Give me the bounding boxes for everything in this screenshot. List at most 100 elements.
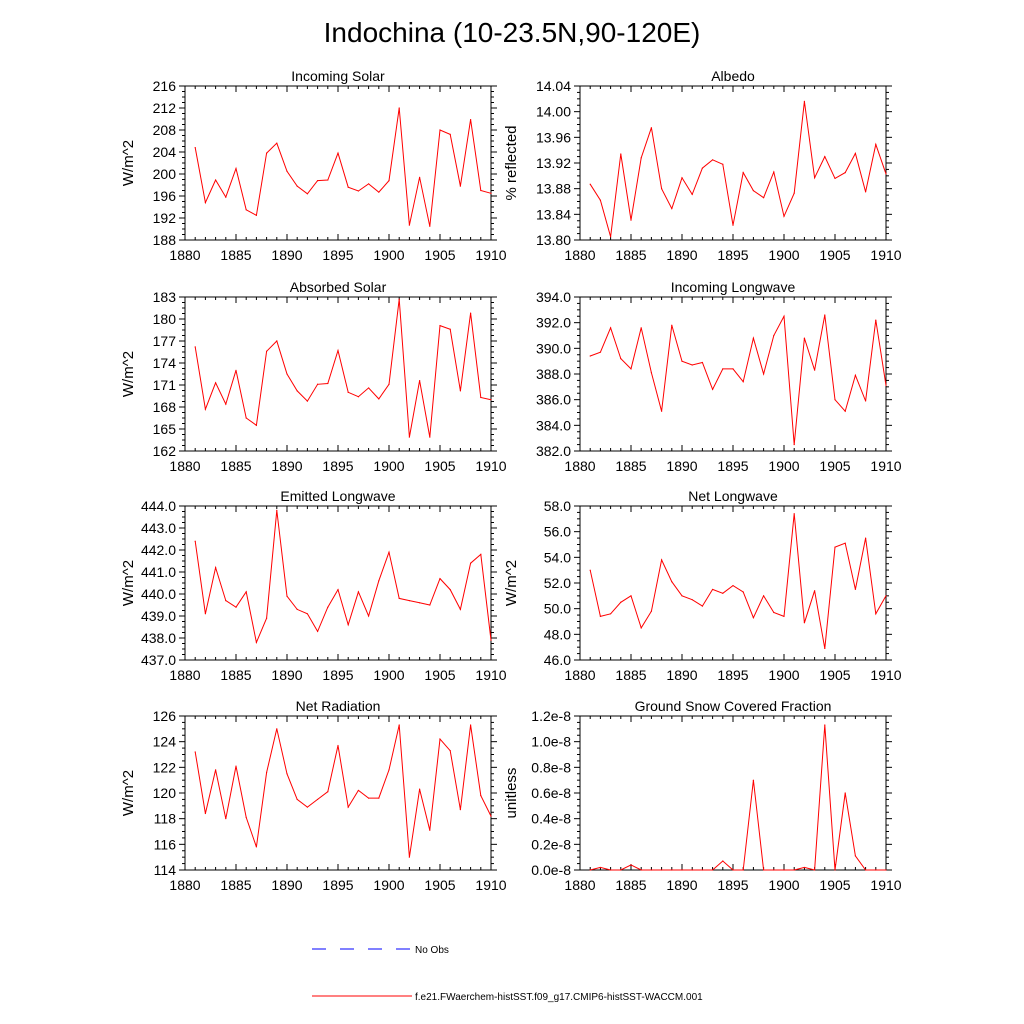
data-point	[732, 584, 734, 587]
y-tick-label: 52.0	[544, 575, 571, 591]
data-point	[357, 789, 359, 792]
data-point	[235, 369, 237, 371]
data-point	[439, 578, 441, 580]
data-point	[732, 869, 734, 871]
data-point	[204, 202, 206, 204]
panel-title: Net Longwave	[688, 488, 778, 504]
legend-model-label: f.e21.FWaerchem-histSST.f09_g17.CMIP6-hi…	[415, 992, 703, 1003]
data-point	[306, 806, 308, 808]
data-point	[783, 869, 785, 871]
data-point	[661, 410, 663, 412]
y-tick-label: 0.8e-8	[531, 759, 571, 775]
data-point	[286, 595, 288, 597]
data-point	[276, 340, 278, 342]
y-tick-label: 124	[153, 734, 177, 750]
data-point	[215, 769, 217, 771]
data-point	[439, 738, 441, 740]
y-tick-label: 58.0	[544, 498, 571, 514]
y-tick-label: 212	[153, 100, 177, 116]
data-point	[459, 185, 461, 187]
y-tick-label: 48.0	[544, 626, 571, 642]
panel-title: Incoming Longwave	[671, 279, 796, 295]
x-tick-label: 1890	[271, 458, 302, 474]
data-point	[732, 224, 734, 226]
data-point	[844, 172, 846, 174]
x-tick-label: 1885	[220, 458, 251, 474]
series-line	[590, 724, 886, 871]
data-point	[630, 368, 632, 370]
data-point	[470, 724, 472, 726]
y-tick-label: 0.6e-8	[531, 785, 571, 801]
x-tick-label: 1900	[768, 458, 799, 474]
data-point	[814, 869, 816, 871]
y-tick-label: 0.4e-8	[531, 811, 571, 827]
data-point	[742, 591, 744, 593]
data-point	[671, 324, 673, 326]
data-point	[763, 869, 765, 871]
y-tick-label: 116	[154, 836, 177, 852]
data-point	[599, 351, 602, 353]
data-point	[865, 869, 867, 871]
x-tick-label: 1890	[666, 247, 697, 263]
data-point	[347, 391, 349, 393]
x-tick-label: 1895	[717, 877, 748, 893]
data-point	[337, 152, 339, 154]
data-point	[661, 188, 663, 190]
series-line	[194, 510, 492, 645]
data-point	[194, 540, 196, 542]
x-tick-label: 1905	[424, 458, 455, 474]
plot-frame	[579, 85, 887, 241]
data-point	[266, 617, 268, 619]
x-tick-label: 1910	[870, 247, 901, 263]
data-point	[742, 172, 744, 174]
data-point	[661, 559, 663, 561]
data-point	[599, 199, 602, 201]
x-tick-label: 1910	[475, 458, 506, 474]
y-tick-label: 444.0	[141, 498, 176, 514]
y-tick-label: 14.04	[536, 78, 571, 94]
data-point	[306, 400, 308, 402]
data-point	[824, 724, 826, 726]
x-tick-label: 1900	[373, 247, 404, 263]
data-point	[885, 595, 887, 597]
y-axis-label: W/m^2	[120, 560, 137, 606]
data-point	[865, 191, 867, 193]
data-point	[824, 155, 826, 158]
data-point	[671, 869, 673, 871]
data-point	[793, 192, 795, 194]
panel-title: Albedo	[711, 68, 755, 84]
x-tick-label: 1910	[475, 877, 506, 893]
data-point	[296, 608, 298, 611]
chart-panel-3: Absorbed Solar 1880 1885 1890 1895 1900 1905 19…	[120, 279, 507, 474]
panel-title: Net Radiation	[296, 698, 381, 714]
x-tick-label: 1885	[220, 877, 251, 893]
y-tick-label: 200	[153, 166, 177, 182]
y-tick-label: 13.96	[536, 129, 571, 145]
y-tick-label: 188	[153, 232, 177, 248]
y-tick-label: 441.0	[141, 564, 176, 580]
data-point	[620, 358, 622, 360]
x-tick-label: 1895	[717, 458, 748, 474]
data-point	[276, 728, 278, 730]
data-point	[204, 613, 206, 615]
data-point	[803, 337, 806, 339]
y-tick-label: 114	[154, 862, 177, 878]
data-point	[317, 798, 319, 801]
data-point	[235, 167, 237, 170]
data-point	[793, 513, 795, 515]
data-point	[854, 855, 857, 857]
data-point	[834, 546, 836, 548]
data-point	[429, 436, 431, 438]
data-point	[449, 328, 451, 330]
y-tick-label: 13.84	[536, 206, 571, 222]
data-point	[650, 610, 653, 612]
data-point	[752, 189, 755, 192]
data-point	[875, 613, 877, 615]
data-point	[449, 589, 451, 591]
data-point	[225, 818, 227, 820]
data-point	[327, 791, 329, 793]
x-tick-label: 1910	[870, 458, 901, 474]
data-point	[398, 298, 400, 300]
data-point	[245, 816, 247, 818]
y-tick-label: 440.0	[141, 586, 176, 602]
